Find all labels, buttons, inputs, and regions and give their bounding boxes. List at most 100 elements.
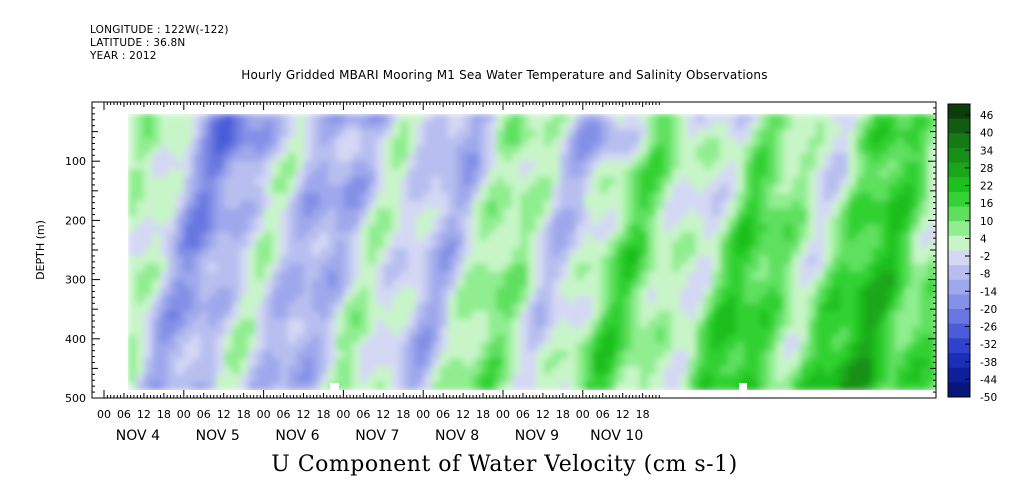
heatmap-cell [608,342,617,352]
heatmap-cell [608,192,617,202]
heatmap-cell [696,192,705,202]
heatmap-cell [152,287,161,297]
heatmap-cell [464,350,473,360]
heatmap-cell [784,303,793,312]
heatmap-cell [848,366,857,375]
heatmap-cell [496,145,505,155]
heatmap-cell [632,366,641,375]
heatmap-cell [488,177,497,186]
heatmap-cell [488,145,497,155]
heatmap-cell [176,208,185,218]
heatmap-cell [560,279,569,289]
heatmap-cell [736,192,745,202]
heatmap-cell [304,153,313,163]
heatmap-cell [608,208,617,218]
heatmap-cell [432,287,441,297]
heatmap-cell [752,200,761,210]
colorbar-swatch [948,279,970,295]
heatmap-cell [672,287,681,297]
heatmap-cell [768,121,777,131]
heatmap-cell [184,177,193,186]
heatmap-cell [168,334,177,344]
heatmap-cell [848,303,857,312]
heatmap-cell [728,382,737,390]
heatmap-cell [400,161,409,170]
heatmap-cell [912,350,921,360]
heatmap-cell [808,342,817,352]
heatmap-cell [792,121,801,131]
heatmap-cell [760,295,769,305]
heatmap-cell [208,287,217,297]
heatmap-cell [176,169,185,178]
heatmap-cell [896,350,905,360]
heatmap-cell [792,279,801,289]
heatmap-cell [360,185,369,194]
heatmap-cell [208,208,217,218]
heatmap-cell [688,342,697,352]
heatmap-cell [232,350,241,360]
heatmap-cell [648,350,657,360]
heatmap-cell [240,271,249,281]
heatmap-cell [696,319,705,328]
heatmap-cell [296,271,305,281]
heatmap-cell [368,224,377,234]
heatmap-cell [560,114,569,123]
heatmap-cell [128,319,137,328]
heatmap-cell [536,334,545,344]
heatmap-cell [184,208,193,218]
heatmap-cell [248,185,257,194]
heatmap-cell [216,366,225,375]
heatmap-cell [704,169,713,178]
heatmap-cell [520,248,529,257]
heatmap-cell [208,232,217,241]
heatmap-cell [656,153,665,163]
heatmap-cell [648,224,657,234]
heatmap-cell [360,224,369,234]
heatmap-cell [224,279,233,289]
heatmap-cell [816,224,825,234]
heatmap-cell [352,366,361,375]
heatmap-cell [232,248,241,257]
heatmap-cell [632,240,641,249]
heatmap-cell [624,177,633,186]
heatmap-cell [696,326,705,336]
heatmap-cell [136,137,145,147]
colorbar-swatch [948,294,970,310]
heatmap-cell [792,366,801,375]
heatmap-cell [536,121,545,131]
heatmap-cell [680,114,689,123]
heatmap-cell [840,303,849,312]
heatmap-cell [800,358,809,368]
heatmap-cell [200,224,209,234]
heatmap-cell [656,271,665,281]
heatmap-cell [168,169,177,178]
colorbar-swatch [948,367,970,383]
heatmap-cell [440,326,449,336]
heatmap-cell [808,319,817,328]
heatmap-cell [736,279,745,289]
heatmap-cell [816,326,825,336]
heatmap-cell [352,279,361,289]
heatmap-cell [448,114,457,123]
heatmap-cell [504,137,513,147]
heatmap-cell [424,326,433,336]
heatmap-cell [520,224,529,234]
heatmap-cell [672,271,681,281]
heatmap-cell [176,240,185,249]
heatmap-cell [504,374,513,383]
heatmap-cell [648,161,657,170]
heatmap-cell [792,334,801,344]
heatmap-cell [704,303,713,312]
heatmap-cell [904,224,913,234]
heatmap-cell [376,137,385,147]
heatmap-cell [320,169,329,178]
heatmap-cell [760,208,769,218]
heatmap-cell [472,311,481,320]
heatmap-cell [720,350,729,360]
heatmap-cell [240,129,249,139]
heatmap-cell [216,161,225,170]
heatmap-cell [232,216,241,226]
heatmap-cell [888,326,897,336]
heatmap-cell [824,311,833,320]
